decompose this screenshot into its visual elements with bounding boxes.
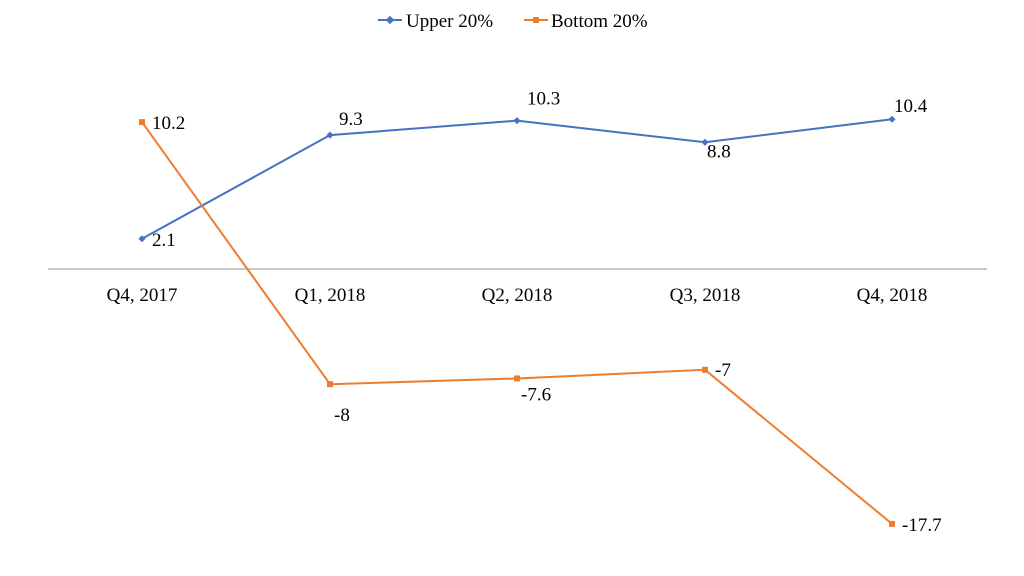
series-bottom-line — [141, 121, 893, 525]
bottom-point — [139, 119, 145, 126]
legend-upper-marker — [385, 15, 395, 25]
upper-point — [888, 115, 896, 123]
bottom-point — [327, 381, 333, 388]
x-tick-label: Q4, 2018 — [857, 285, 928, 306]
bottom-point — [702, 366, 708, 373]
legend-item-bottom: Bottom 20% — [524, 11, 648, 32]
legend-bottom-marker — [533, 17, 539, 23]
upper-point — [513, 117, 521, 125]
bottom-data-label: 10.2 — [152, 113, 185, 134]
data-labels: 2.1 9.3 10.3 8.8 10.4 10.2 -8 -7.6 -7 -17.7 — [152, 89, 942, 536]
x-tick-labels: Q4, 2017 Q1, 2018 Q2, 2018 Q3, 2018 Q4, 2018 — [107, 285, 928, 306]
series-upper-line — [141, 118, 893, 240]
bottom-data-label: -8 — [334, 405, 350, 426]
legend-item-upper: Upper 20% — [378, 11, 493, 32]
upper-point — [326, 131, 334, 139]
x-tick-label: Q4, 2017 — [107, 285, 178, 306]
upper-data-label: 2.1 — [152, 230, 176, 251]
bottom-data-label: -17.7 — [902, 515, 942, 536]
bottom-data-label: -7.6 — [521, 384, 551, 405]
x-tick-label: Q3, 2018 — [670, 285, 741, 306]
upper-point — [138, 235, 146, 243]
upper-data-label: 10.4 — [894, 96, 928, 117]
upper-point — [701, 138, 709, 146]
x-tick-label: Q2, 2018 — [482, 285, 553, 306]
bottom-point — [514, 375, 520, 382]
legend-bottom-label: Bottom 20% — [551, 11, 648, 32]
upper-data-label: 10.3 — [527, 89, 560, 110]
legend-upper-label: Upper 20% — [406, 11, 493, 32]
upper-data-label: 9.3 — [339, 109, 363, 130]
series-layer — [138, 115, 896, 527]
upper-data-label: 8.8 — [707, 141, 731, 162]
bottom-point — [889, 520, 895, 527]
bottom-data-label: -7 — [715, 360, 731, 381]
x-tick-label: Q1, 2018 — [295, 285, 366, 306]
legend: Upper 20% Bottom 20% — [378, 11, 648, 32]
